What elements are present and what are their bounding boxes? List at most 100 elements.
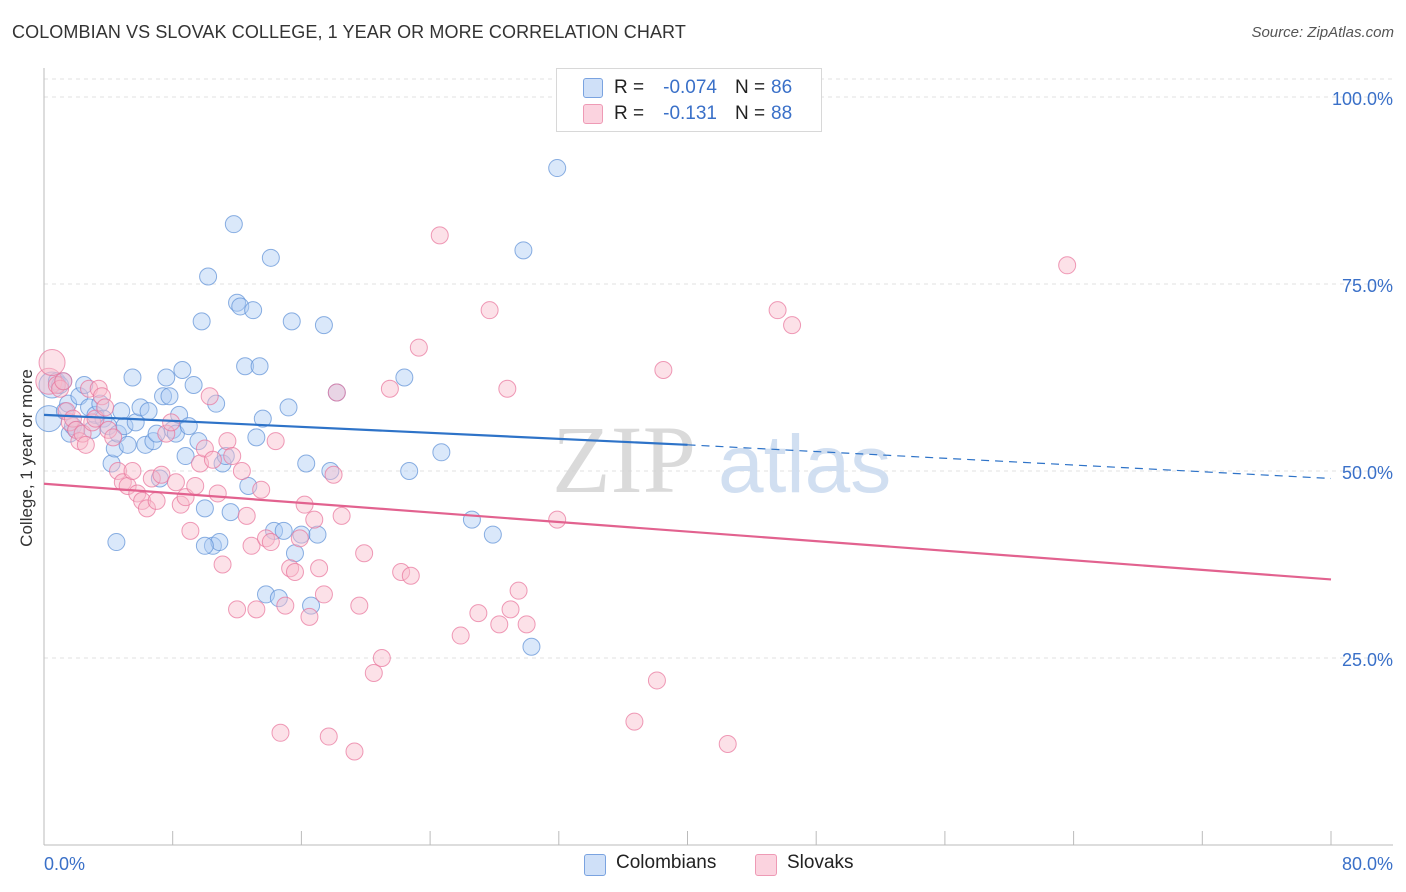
slovak-point (271, 723, 290, 742)
chart-title: COLOMBIAN VS SLOVAK COLLEGE, 1 YEAR OR M… (12, 22, 686, 42)
colombians-legend-label: Colombians (616, 852, 717, 873)
slovak-point (285, 562, 304, 581)
colombian-point (462, 510, 481, 529)
colombian-point (514, 241, 533, 260)
slovak-point (490, 615, 509, 634)
r-label: R = (614, 103, 645, 124)
stats-box: R = -0.074 N = 86 R = -0.131 N = 88 (556, 68, 822, 132)
slovak-point (152, 465, 171, 484)
colombian-point (247, 428, 266, 447)
colombian-point (548, 159, 567, 178)
slovaks-swatch (583, 104, 603, 124)
slovak-point (314, 585, 333, 604)
colombian-point (522, 637, 541, 656)
colombians-trend-line (43, 413, 688, 446)
colombian-point (118, 435, 137, 454)
colombian-point (308, 525, 327, 544)
colombian-point (269, 589, 288, 608)
slovak-point (208, 484, 227, 503)
x-tick-label: 0.0% (44, 854, 85, 874)
slovak-point (355, 544, 374, 563)
slovak-point (186, 476, 205, 495)
watermark: ZIP atlas (552, 406, 891, 513)
colombian-point (207, 394, 226, 413)
slovaks-trend-line (43, 482, 1332, 581)
slovak-point (768, 301, 787, 320)
colombian-point (112, 402, 131, 421)
colombian-point (157, 368, 176, 387)
n-label: N = (735, 103, 766, 124)
y-tick-label: 25.0% (1342, 650, 1393, 670)
colombian-point (221, 503, 240, 522)
y-tick-label: 100.0% (1332, 89, 1393, 109)
slovak-point (166, 473, 185, 492)
slovak-point (517, 615, 536, 634)
slovak-point (1058, 256, 1077, 275)
colombian-point (274, 521, 293, 540)
slovaks-points (35, 226, 1077, 761)
colombian-point (297, 454, 316, 473)
slovak-point (203, 450, 222, 469)
slovak-point (364, 663, 383, 682)
slovak-point (142, 469, 161, 488)
r-value: -0.074 (663, 77, 717, 98)
slovak-point (228, 600, 247, 619)
slovak-point (54, 372, 73, 391)
slovak-point (109, 462, 128, 480)
slovak-point (625, 712, 644, 731)
colombian-point (432, 443, 451, 462)
colombian-point (176, 447, 195, 466)
slovak-point (261, 533, 280, 552)
slovak-point (305, 510, 324, 529)
colombian-point (139, 402, 158, 421)
n-label: N = (735, 77, 766, 98)
slovak-point (157, 424, 176, 443)
watermark-atlas: atlas (718, 419, 891, 510)
colombians-legend-swatch (584, 854, 606, 876)
slovak-point (200, 387, 219, 406)
slovak-point (498, 379, 517, 398)
slovak-point (162, 413, 181, 432)
colombian-point (184, 375, 203, 394)
data-points (35, 159, 1077, 761)
slovak-point (63, 409, 82, 428)
slovak-point (372, 649, 391, 667)
slovak-point (380, 379, 399, 398)
slovak-point (324, 465, 343, 484)
colombian-point (224, 215, 243, 234)
colombian-point (279, 398, 298, 417)
slovak-point (96, 398, 115, 417)
colombian-point (195, 499, 214, 518)
slovak-point (290, 529, 309, 548)
slovaks-legend-label: Slovaks (787, 852, 854, 873)
colombian-point (173, 361, 192, 380)
colombian-point (107, 533, 126, 552)
n-value: 86 (771, 77, 793, 98)
colombian-point (179, 417, 198, 436)
colombian-point (483, 525, 502, 544)
colombians-swatch (583, 78, 603, 98)
colombian-point (285, 544, 304, 563)
slovak-point (654, 361, 673, 380)
colombian-point (236, 357, 255, 376)
slovak-point (181, 521, 200, 540)
colombians-trend-extension (687, 444, 1332, 480)
slovak-point (213, 555, 232, 574)
slovak-point (232, 462, 251, 480)
slovak-point (38, 349, 66, 377)
slovak-point (345, 742, 364, 761)
slovak-point (401, 566, 420, 585)
y-axis-label: College, 1 year or more (17, 369, 36, 547)
colombian-point (261, 248, 280, 267)
slovak-point (223, 447, 242, 466)
slovak-point (350, 596, 369, 615)
slovak-point (237, 506, 256, 525)
source-credit: Source: ZipAtlas.com (1251, 24, 1394, 41)
slovak-point (266, 432, 285, 451)
slovak-point (548, 510, 567, 529)
slovak-point (252, 480, 271, 499)
stats-row-slovaks: R = -0.131 N = 88 (557, 101, 821, 127)
colombian-point (244, 301, 263, 320)
slovak-point (242, 536, 261, 555)
colombian-point (154, 387, 173, 406)
